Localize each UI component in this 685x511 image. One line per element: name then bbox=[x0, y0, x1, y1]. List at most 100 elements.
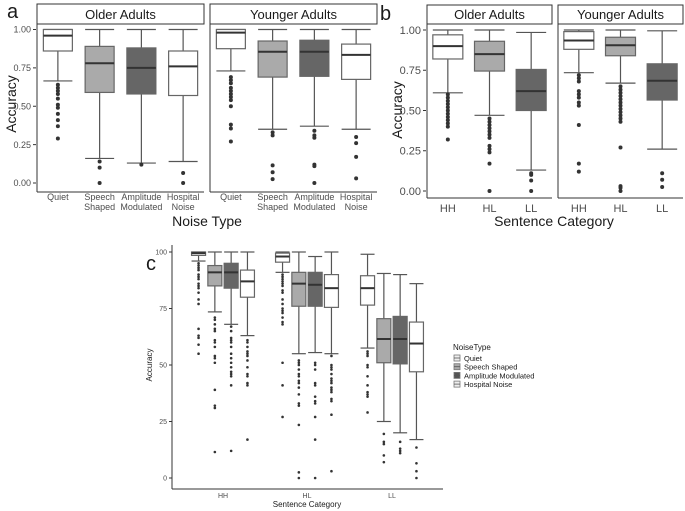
outlier-point bbox=[97, 159, 102, 164]
outlier-point bbox=[487, 189, 492, 193]
box-iqr bbox=[274, 252, 291, 263]
outlier-point bbox=[228, 75, 233, 80]
outlier-point bbox=[354, 176, 359, 181]
box-amplitude-modulated bbox=[392, 274, 408, 455]
x-tick-label: Speech bbox=[84, 192, 115, 202]
outlier-point bbox=[297, 423, 301, 427]
outlier-point bbox=[297, 363, 301, 367]
outlier-point bbox=[366, 363, 369, 367]
outlier-point bbox=[197, 268, 200, 272]
outlier-point bbox=[55, 82, 60, 87]
box-iqr bbox=[473, 40, 506, 72]
outlier-point bbox=[197, 336, 200, 340]
outlier-point bbox=[297, 372, 301, 376]
outlier-point bbox=[213, 338, 217, 342]
box-iqr bbox=[84, 45, 115, 94]
panel-a-letter: a bbox=[7, 1, 19, 23]
outlier-point bbox=[576, 103, 581, 108]
outlier-point bbox=[398, 447, 402, 450]
panel-a: 0.00 0.25 0.50 0.75 1.00 Older Adults Quiet Spe… bbox=[13, 3, 378, 212]
y-tick-label: 0.25 bbox=[400, 146, 421, 158]
outlier-point bbox=[415, 446, 418, 449]
box-iqr bbox=[307, 271, 323, 307]
outlier-point bbox=[576, 169, 581, 174]
outlier-point bbox=[197, 286, 200, 290]
outlier-point bbox=[281, 320, 284, 324]
outlier-point bbox=[246, 350, 249, 353]
outlier-point bbox=[228, 81, 233, 86]
outlier-point bbox=[229, 329, 233, 333]
outlier-point bbox=[281, 284, 284, 288]
legend-title: NoiseType bbox=[453, 343, 491, 352]
outlier-point bbox=[197, 327, 200, 331]
outlier-point bbox=[181, 181, 186, 185]
outlier-point bbox=[197, 264, 200, 267]
outlier-point bbox=[297, 476, 301, 480]
outlier-point bbox=[618, 119, 623, 124]
outlier-point bbox=[197, 266, 200, 270]
outlier-point bbox=[55, 136, 60, 141]
box-iqr bbox=[215, 28, 246, 50]
facet-strip bbox=[36, 3, 205, 25]
outlier-point bbox=[382, 460, 386, 464]
outlier-point bbox=[229, 325, 233, 328]
outlier-point bbox=[313, 361, 317, 365]
outlier-point bbox=[576, 73, 581, 78]
outlier-point bbox=[281, 384, 284, 387]
outlier-point bbox=[330, 390, 333, 394]
outlier-point bbox=[297, 361, 301, 365]
box-hl bbox=[604, 29, 637, 193]
outlier-point bbox=[281, 307, 284, 310]
y-tick-label: 50 bbox=[159, 362, 167, 369]
outlier-point bbox=[618, 97, 623, 102]
panel-c: 0 25 50 75 100 HH HL LL bbox=[155, 245, 443, 500]
outlier-point bbox=[297, 375, 301, 378]
outlier-point bbox=[487, 161, 492, 166]
outlier-point bbox=[576, 79, 581, 84]
outlier-point bbox=[415, 469, 418, 473]
outlier-point bbox=[576, 95, 581, 100]
box-iqr bbox=[604, 36, 637, 57]
y-tick-label: 0.50 bbox=[400, 105, 421, 117]
outlier-point bbox=[213, 388, 217, 392]
outlier-point bbox=[297, 381, 301, 385]
outlier-point bbox=[576, 100, 581, 105]
outlier-point bbox=[213, 341, 217, 344]
outlier-point bbox=[487, 119, 492, 124]
outlier-point bbox=[297, 368, 301, 371]
outlier-point bbox=[246, 359, 249, 362]
outlier-point bbox=[281, 298, 284, 301]
outlier-point bbox=[213, 329, 217, 333]
outlier-point bbox=[55, 124, 60, 129]
outlier-point bbox=[354, 154, 359, 159]
box-amplitude-modulated bbox=[223, 251, 239, 453]
outlier-point bbox=[281, 309, 284, 313]
outlier-point bbox=[213, 404, 217, 407]
outlier-point bbox=[229, 384, 233, 387]
outlier-point bbox=[197, 275, 200, 279]
outlier-point bbox=[228, 104, 233, 109]
y-tick-label: 75 bbox=[159, 306, 167, 313]
outlier-point bbox=[228, 122, 233, 127]
y-tick-label: 0 bbox=[163, 475, 167, 482]
outlier-point bbox=[228, 78, 233, 83]
y-tick-label: 100 bbox=[155, 249, 167, 256]
x-tick-label: Amplitude bbox=[294, 192, 334, 202]
box-iqr bbox=[341, 43, 372, 80]
outlier-point bbox=[487, 129, 492, 134]
outlier-point bbox=[330, 368, 333, 371]
box-iqr bbox=[168, 50, 199, 97]
box-iqr bbox=[207, 264, 223, 287]
outlier-point bbox=[197, 291, 200, 294]
outlier-point bbox=[197, 302, 200, 306]
outlier-point bbox=[270, 170, 275, 175]
outlier-point bbox=[281, 289, 284, 292]
outlier-point bbox=[281, 277, 284, 281]
outlier-point bbox=[330, 365, 333, 369]
outlier-point bbox=[228, 91, 233, 96]
outlier-point bbox=[281, 361, 284, 365]
x-tick-label: LL bbox=[656, 203, 668, 215]
x-tick-label: Hospital bbox=[340, 192, 373, 202]
panel-c-letter: c bbox=[146, 253, 156, 275]
outlier-point bbox=[213, 327, 217, 331]
